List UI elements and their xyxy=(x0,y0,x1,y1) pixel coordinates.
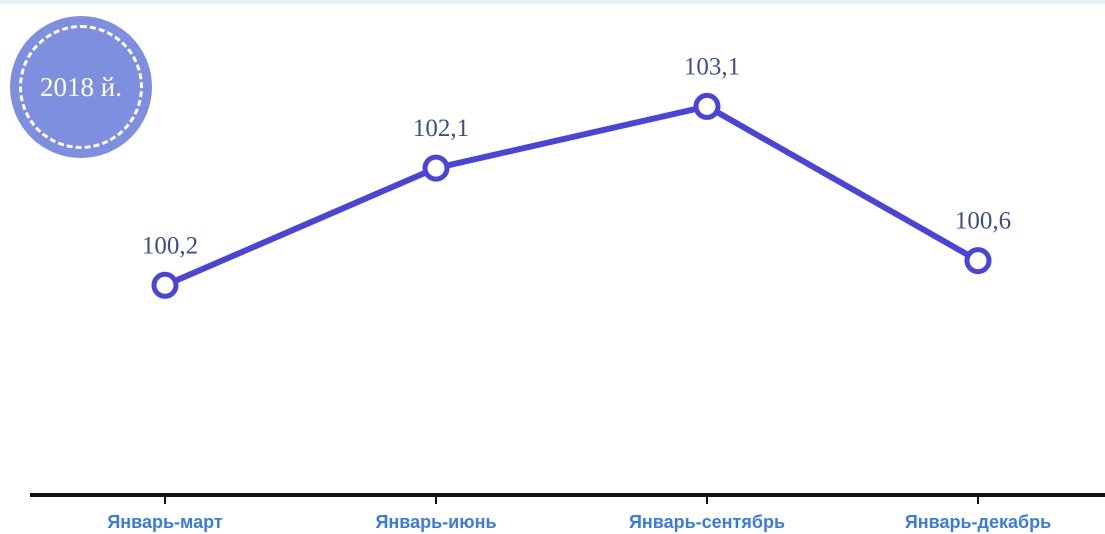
x-tick-label: Январь-сентябрь xyxy=(629,512,785,532)
x-tick-label: Январь-декабрь xyxy=(905,512,1051,532)
year-badge-label: 2018 й. xyxy=(40,71,122,102)
year-badge: 2018 й. xyxy=(10,16,152,158)
series-line xyxy=(163,103,980,289)
data-label: 100,2 xyxy=(142,232,198,259)
data-point xyxy=(964,247,992,275)
data-label: 100,6 xyxy=(955,208,1011,235)
data-point xyxy=(693,92,721,120)
x-tick-label: Январь-март xyxy=(107,512,223,532)
data-label: 102,1 xyxy=(413,115,469,142)
dashed-ring-icon xyxy=(19,25,143,149)
data-label: 103,1 xyxy=(684,53,740,80)
data-markers xyxy=(151,92,992,299)
x-axis-tick-labels: Январь-март Январь-июнь Январь-сентябрь Янв… xyxy=(107,512,1051,532)
x-axis-ticks xyxy=(164,495,979,504)
data-point xyxy=(151,271,179,299)
top-border xyxy=(0,0,1105,4)
x-tick-label: Январь-июнь xyxy=(375,512,496,532)
data-labels: 100,2 102,1 103,1 100,6 xyxy=(142,53,1011,259)
data-point xyxy=(422,154,450,182)
